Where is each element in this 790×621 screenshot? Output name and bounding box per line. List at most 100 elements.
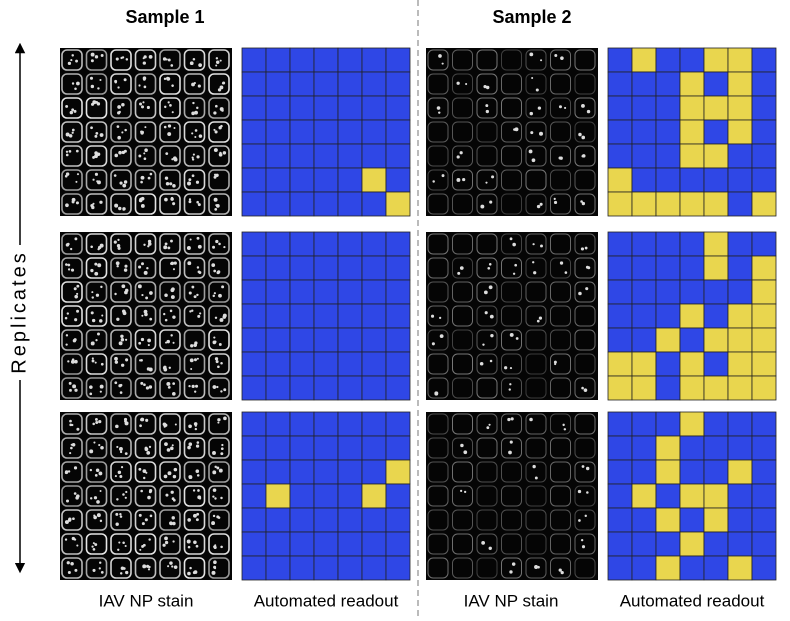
stain-dot [220, 496, 223, 500]
stain-dot [218, 152, 223, 157]
stain-dot [76, 173, 80, 176]
stain-well [61, 121, 83, 143]
stain-dot [188, 442, 193, 446]
stain-dot [74, 294, 79, 299]
readout-cell [313, 47, 339, 73]
readout-cell [385, 303, 411, 329]
readout-cell [751, 279, 777, 305]
stain-well [501, 169, 522, 191]
stain-well [85, 145, 108, 167]
stain-dot [70, 562, 74, 566]
readout-cell [679, 231, 705, 257]
stain-dot [560, 570, 564, 575]
stain-dot [197, 489, 200, 492]
stain-dot [173, 467, 178, 472]
stain-well [110, 461, 132, 483]
stain-dot [97, 87, 100, 90]
stain-well [427, 305, 449, 327]
stain-well [134, 329, 157, 351]
readout-cell [631, 143, 657, 169]
readout-cell [727, 303, 753, 329]
stain-dot [193, 358, 197, 362]
stain-well [159, 257, 181, 279]
readout-cell [703, 119, 729, 145]
stain-dot [146, 105, 150, 110]
stain-dot [559, 261, 564, 265]
stain-well [476, 533, 498, 555]
readout-cell [655, 47, 681, 73]
stain-dot [562, 423, 565, 427]
readout-cell [241, 71, 267, 97]
stain-dot [172, 392, 176, 396]
stain-dot [90, 84, 95, 89]
stain-dot [164, 242, 168, 246]
stain-dot [534, 565, 539, 569]
stain-dot [488, 423, 491, 426]
stain-dot [211, 570, 216, 575]
stain-dot [465, 82, 468, 86]
readout-cell [337, 191, 363, 217]
stain-dot [188, 385, 191, 388]
stain-well [183, 329, 206, 351]
readout-cell [313, 459, 339, 485]
stain-dot [167, 471, 172, 476]
readout-cell [751, 303, 777, 329]
stain-well [427, 257, 449, 279]
stain-dot [514, 263, 518, 267]
readout-cell [241, 375, 267, 401]
stain-dot [137, 284, 142, 289]
stain-dot [140, 417, 145, 422]
stain-dot [167, 565, 170, 568]
readout-cell [679, 375, 705, 401]
stain-dot [581, 465, 585, 468]
readout-cell [655, 191, 681, 217]
stain-well [183, 353, 206, 375]
stain-well [427, 437, 449, 459]
stain-dot [218, 242, 221, 246]
stain-dot [217, 365, 220, 369]
stain-dot [99, 561, 102, 564]
readout-cell [679, 531, 705, 557]
stain-well [85, 233, 108, 255]
stain-dot [214, 567, 217, 570]
stain-dot [194, 390, 197, 393]
stain-dot [73, 492, 77, 495]
stain-well [427, 97, 449, 119]
stain-well [183, 233, 206, 255]
stain-well [452, 413, 473, 435]
readout-cell [241, 555, 267, 581]
stain-dot [118, 446, 123, 451]
stain-dot [431, 342, 435, 346]
readout-cell [727, 375, 753, 401]
stain-well [476, 193, 498, 215]
readout-cell [631, 483, 657, 509]
stain-well [452, 305, 473, 327]
readout-cell [361, 279, 387, 305]
stain-dot [580, 200, 583, 203]
stain-dot [64, 538, 68, 541]
stain-dot [123, 180, 128, 184]
stain-dot [64, 316, 68, 320]
stain-dot [94, 154, 98, 159]
stain-dot [99, 489, 102, 492]
stain-dot [220, 124, 223, 128]
stain-well [208, 49, 230, 71]
stain-well [183, 377, 206, 399]
readout-cell [313, 555, 339, 581]
stain-dot [581, 386, 584, 390]
stain-dot [197, 244, 202, 249]
stain-dot [144, 312, 148, 317]
stain-dot [163, 245, 168, 250]
stain-well [452, 353, 473, 375]
stain-dot [172, 498, 176, 502]
stain-dot [92, 100, 97, 105]
readout-cell [337, 231, 363, 257]
stain-well [525, 193, 547, 215]
stain-dot [143, 243, 146, 246]
readout-cell [241, 351, 267, 377]
stain-dot [91, 318, 96, 323]
readout-cell [361, 459, 387, 485]
stain-dot [563, 428, 567, 431]
readout-cell [607, 143, 633, 169]
stain-dot [219, 59, 222, 62]
